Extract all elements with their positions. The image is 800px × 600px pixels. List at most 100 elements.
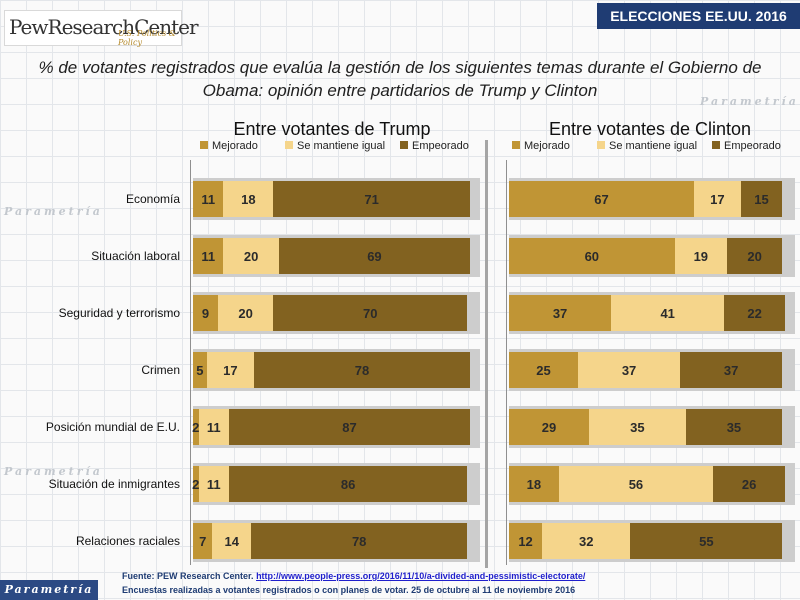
data-label: 41	[660, 305, 675, 321]
watermark-text: Parametría	[4, 465, 103, 478]
data-label: 5	[196, 362, 204, 378]
legend-swatch	[712, 141, 720, 149]
watermark-text: Parametría	[700, 95, 799, 108]
bar-segment-mejorado: 11	[193, 238, 224, 274]
data-label: 2	[192, 476, 200, 492]
category-label: Crimen	[141, 363, 180, 377]
bar-segment-mejorado: 2	[192, 466, 200, 502]
bar-segment-empeorado: 87	[229, 409, 470, 445]
data-label: 11	[206, 476, 221, 492]
data-label: 55	[699, 533, 714, 549]
bar-segment-mejorado: 2	[192, 409, 199, 445]
panel-divider	[485, 140, 488, 568]
bar-segment-empeorado: 15	[740, 181, 783, 217]
data-label: 37	[552, 305, 568, 321]
bar-segment-igual: 20	[217, 295, 274, 331]
bar-segment-mejorado: 60	[509, 238, 675, 274]
category-label: Economía	[125, 192, 180, 206]
bar-segment-empeorado: 86	[229, 466, 468, 502]
legend-item-igual: Se mantiene igual	[597, 140, 697, 152]
bar-segment-empeorado: 37	[680, 352, 783, 388]
data-label: 11	[201, 248, 216, 264]
bar-segment-empeorado: 71	[273, 181, 470, 217]
category-label: Situación de inmigrantes	[48, 477, 180, 491]
data-label: 35	[630, 419, 645, 435]
data-label: 14	[224, 533, 239, 549]
data-label: 11	[201, 191, 216, 207]
data-label: 25	[536, 362, 551, 378]
legend-item-mejorado: Mejorado	[512, 140, 570, 152]
data-label: 32	[579, 533, 594, 549]
bar-segment-empeorado: 55	[630, 523, 783, 559]
bar-segment-igual: 18	[223, 181, 274, 217]
axis-line-clinton	[506, 160, 507, 565]
data-label: 18	[241, 191, 256, 207]
bar-segment-empeorado: 78	[253, 352, 470, 388]
bar-segment-empeorado: 20	[727, 238, 783, 274]
bar-segment-empeorado: 78	[251, 523, 468, 559]
data-label: 12	[518, 533, 533, 549]
data-label: 20	[238, 305, 253, 321]
bar-segment-mejorado: 12	[509, 523, 543, 559]
bar-segment-igual: 11	[198, 409, 229, 445]
source-label: Fuente: PEW Research Center.	[122, 571, 254, 581]
bar-segment-empeorado: 69	[278, 238, 470, 274]
data-label: 15	[754, 191, 769, 207]
legend-label: Se mantiene igual	[297, 140, 386, 152]
category-label: Relaciones raciales	[75, 534, 180, 548]
legend-item-empeorado: Empeorado	[400, 140, 469, 152]
bar-segment-mejorado: 11	[193, 181, 224, 217]
source-link[interactable]: http://www.people-press.org/2016/11/10/a…	[256, 571, 586, 581]
data-label: 22	[747, 305, 762, 321]
bar-segment-igual: 56	[558, 466, 714, 502]
data-label: 7	[199, 533, 207, 549]
data-label: 20	[243, 248, 259, 264]
bar-segment-igual: 37	[578, 352, 681, 388]
legend-item-igual: Se mantiene igual	[285, 140, 385, 152]
legend-trump: Mejorado Se mantiene igual Empeorado	[200, 140, 470, 154]
bar-segment-mejorado: 18	[509, 466, 559, 502]
category-label: Seguridad y terrorismo	[58, 306, 180, 320]
bar-segment-igual: 17	[206, 352, 254, 388]
logo-sub-text: U.S. Politics & Policy	[118, 29, 176, 47]
data-label: 17	[710, 191, 725, 207]
survey-note: Encuestas realizadas a votantes registra…	[122, 585, 576, 595]
data-label: 60	[584, 248, 600, 264]
bar-segment-igual: 19	[674, 238, 728, 274]
bar-segment-igual: 20	[223, 238, 279, 274]
watermark-text: Parametría	[4, 205, 103, 218]
data-label: 78	[351, 533, 367, 549]
data-label: 35	[726, 419, 742, 435]
bar-segment-mejorado: 25	[509, 352, 578, 388]
bar-segment-mejorado: 5	[193, 352, 207, 388]
bar-segment-igual: 14	[212, 523, 252, 559]
data-label: 9	[201, 305, 210, 321]
legend-label: Empeorado	[724, 140, 781, 152]
chart-title: % de votantes registrados que evalúa la …	[38, 58, 762, 100]
bar-segment-mejorado: 29	[509, 409, 590, 445]
data-label: 67	[594, 191, 609, 207]
bar-segment-igual: 41	[611, 295, 725, 331]
bar-segment-empeorado: 22	[724, 295, 785, 331]
legend-item-mejorado: Mejorado	[200, 140, 258, 152]
data-label: 18	[526, 476, 542, 492]
source-line: Fuente: PEW Research Center. http://www.…	[122, 571, 585, 581]
legend-swatch	[512, 141, 520, 149]
legend-label: Empeorado	[412, 140, 469, 152]
category-label: Situación laboral	[91, 249, 180, 263]
legend-item-empeorado: Empeorado	[712, 140, 781, 152]
legend-swatch	[597, 141, 605, 149]
data-label: 71	[364, 191, 379, 207]
legend-clinton: Mejorado Se mantiene igual Empeorado	[512, 140, 792, 154]
data-label: 26	[741, 476, 757, 492]
bar-segment-igual: 35	[589, 409, 686, 445]
category-label: Posición mundial de E.U.	[45, 420, 180, 434]
bar-segment-empeorado: 35	[685, 409, 783, 445]
legend-swatch	[400, 141, 408, 149]
legend-swatch	[285, 141, 293, 149]
bar-segment-igual: 32	[542, 523, 631, 559]
data-label: 86	[340, 476, 356, 492]
bar-segment-igual: 11	[198, 466, 229, 502]
legend-label: Mejorado	[524, 140, 570, 152]
data-label: 29	[541, 419, 557, 435]
